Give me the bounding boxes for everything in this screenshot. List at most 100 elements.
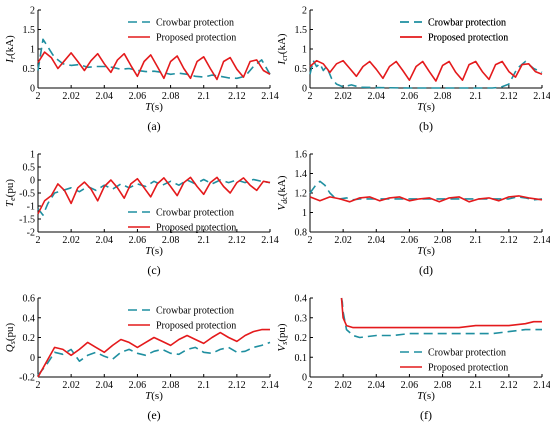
legend-label: Crowbar protection xyxy=(156,306,234,317)
x-axis-label: T(s) xyxy=(145,245,163,257)
x-axis-label-main: T xyxy=(145,101,152,113)
y-tick-label: -0.5 xyxy=(19,189,35,200)
x-tick-label: 2.06 xyxy=(129,380,147,391)
x-tick-label: 2.12 xyxy=(228,380,246,391)
x-tick-label: 2.04 xyxy=(96,235,114,246)
y-tick-label: 0 xyxy=(30,176,35,187)
y-tick-label: 0.2 xyxy=(295,333,308,344)
series-line-0 xyxy=(37,38,271,80)
y-tick-label: 0.3 xyxy=(295,313,308,324)
x-tick-label: 2.14 xyxy=(261,235,279,246)
y-axis-label-unit: (pu) xyxy=(4,179,16,198)
y-axis-label: Icr(kA) xyxy=(276,33,289,65)
y-axis-label-main: I xyxy=(276,60,288,66)
series-line-0 xyxy=(309,180,543,201)
y-axis-label: Vdc(kA) xyxy=(276,175,289,210)
y-tick-label: -0.2 xyxy=(19,373,35,384)
x-axis-label-unit: (s) xyxy=(151,390,163,402)
x-tick-label: 2.02 xyxy=(334,380,352,391)
x-tick-label: 2.04 xyxy=(368,380,386,391)
x-tick-label: 2.14 xyxy=(533,235,550,246)
y-tick-label: 1.6 xyxy=(295,150,308,161)
x-tick-label: 2.06 xyxy=(129,91,147,102)
x-tick-label: 2.04 xyxy=(96,91,114,102)
x-tick-label: 2.04 xyxy=(368,91,386,102)
x-tick-label: 2.08 xyxy=(162,380,180,391)
x-tick-label: 2.08 xyxy=(434,380,452,391)
x-tick-label: 2.08 xyxy=(434,235,452,246)
panel-label: (c) xyxy=(147,263,160,277)
y-tick-label: 0.8 xyxy=(295,228,308,239)
y-axis-label-main: V xyxy=(276,203,288,211)
panel-1: 2 2.02 2.04 2.06 2.08 2.1 2.12 2.14 0 0.5 1 1.5 2 Icr… xyxy=(276,6,550,134)
y-tick-label: 0 xyxy=(30,84,35,95)
x-tick-label: 2 xyxy=(36,380,41,391)
legend-label: Crowbar protection xyxy=(428,18,506,29)
y-tick-label: 1.5 xyxy=(23,25,36,36)
series-line-0 xyxy=(340,297,542,339)
panel-label: (a) xyxy=(147,119,160,133)
y-axis-label-sub: e xyxy=(8,197,17,201)
x-tick-label: 2.02 xyxy=(334,91,352,102)
legend-label: Crowbar protection xyxy=(156,208,234,219)
x-tick-label: 2 xyxy=(36,91,41,102)
x-axis-label-main: T xyxy=(417,245,424,257)
series-line-1 xyxy=(309,195,543,203)
x-axis-label-unit: (s) xyxy=(151,101,163,113)
panel-2: 2 2.02 2.04 2.06 2.08 2.1 2.12 2.14 -2 -1.5 -1 -0.5… xyxy=(4,150,279,278)
panel-4: 2 2.02 2.04 2.06 2.08 2.1 2.12 2.14 -0.2 0 0.2 0.4 0… xyxy=(4,294,279,423)
x-tick-label: 2.02 xyxy=(62,235,80,246)
y-tick-label: 1.5 xyxy=(295,25,308,36)
x-tick-label: 2.12 xyxy=(500,91,518,102)
x-tick-label: 2.1 xyxy=(469,380,482,391)
series-line-1 xyxy=(37,176,271,215)
x-tick-label: 2.1 xyxy=(469,235,482,246)
x-axis-label: T(s) xyxy=(417,390,435,402)
legend-label: Crowbar protection xyxy=(156,18,234,29)
y-tick-label: 2 xyxy=(302,6,307,17)
legend-label: Proposed protection xyxy=(156,33,236,44)
x-axis-label-unit: (s) xyxy=(423,101,435,113)
x-axis-label: T(s) xyxy=(417,245,435,257)
y-tick-label: 0 xyxy=(30,353,35,364)
series-line-1 xyxy=(37,51,271,81)
y-axis-label-sub: s xyxy=(8,341,17,344)
x-tick-label: 2.14 xyxy=(261,91,279,102)
x-tick-label: 2.08 xyxy=(434,91,452,102)
y-tick-label: 1 xyxy=(302,208,307,219)
x-tick-label: 2.14 xyxy=(533,380,550,391)
y-axis-label: Qs(pu) xyxy=(4,322,17,352)
y-axis-label: Vs(pu) xyxy=(276,323,289,352)
x-tick-label: 2.02 xyxy=(62,91,80,102)
panel-label: (e) xyxy=(147,408,160,422)
y-tick-label: 1.4 xyxy=(295,169,308,180)
panel-5: 2 2.02 2.04 2.06 2.08 2.1 2.12 2.14 0 0.1 0.2 0.3 0.… xyxy=(276,294,550,423)
x-tick-label: 2 xyxy=(308,235,313,246)
x-tick-label: 2.12 xyxy=(500,235,518,246)
y-tick-label: 0 xyxy=(302,373,307,384)
y-axis-label-main: V xyxy=(276,344,288,352)
y-axis-label-main: Q xyxy=(4,344,16,352)
y-tick-label: 1 xyxy=(30,150,35,161)
x-tick-label: 2.14 xyxy=(533,91,550,102)
series-line-0 xyxy=(37,341,271,376)
x-tick-label: 2.06 xyxy=(401,380,419,391)
y-axis-label-sub: dc xyxy=(280,196,289,204)
x-tick-label: 2.06 xyxy=(401,235,419,246)
y-axis-label-unit: (pu) xyxy=(4,322,16,341)
y-tick-label: -1 xyxy=(27,202,35,213)
x-tick-label: 2.06 xyxy=(129,235,147,246)
y-axis-label: Te(pu) xyxy=(4,179,17,207)
x-tick-label: 2.1 xyxy=(197,235,210,246)
x-tick-label: 2.1 xyxy=(197,380,210,391)
panel-label: (d) xyxy=(419,263,433,277)
series-line-1 xyxy=(340,297,542,329)
y-axis-label-sub: r xyxy=(8,55,17,59)
y-tick-label: -2 xyxy=(27,228,35,239)
x-axis-label: T(s) xyxy=(145,390,163,402)
y-tick-label: 0.6 xyxy=(23,294,36,305)
x-tick-label: 2 xyxy=(36,235,41,246)
y-tick-label: 2 xyxy=(30,6,35,17)
legend-label: Proposed protection xyxy=(428,33,508,44)
legend-label: Crowbar protection xyxy=(428,348,506,359)
